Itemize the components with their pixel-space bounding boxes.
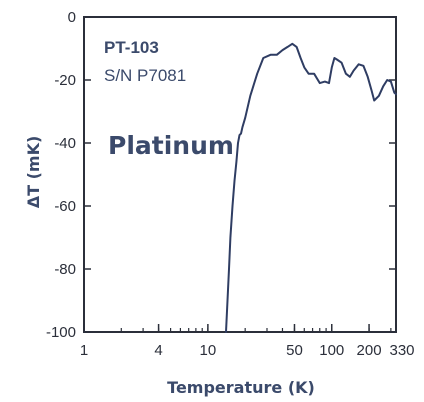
y-tick-label-1: -20 — [54, 72, 76, 89]
annotation-serial: S/N P7081 — [104, 66, 186, 85]
annotation-model: PT-103 — [104, 38, 159, 57]
plot-frame-layer — [83, 16, 397, 333]
x-tick-label-1: 4 — [154, 342, 162, 359]
x-tick-label-4: 100 — [319, 342, 344, 359]
annotation-material: Platinum — [108, 131, 234, 160]
x-tick-label-5: 200 — [357, 342, 382, 359]
x-tick-label-3: 50 — [286, 342, 303, 359]
y-tick-label-5: -100 — [46, 324, 76, 341]
series-layer — [225, 42, 397, 333]
series-line-0 — [225, 42, 397, 333]
y-tick-label-0: 0 — [68, 9, 76, 26]
y-axis-title: ΔT (mK) — [24, 136, 43, 209]
x-tick-label-6: 330 — [389, 342, 414, 359]
x-axis-title: Temperature (K) — [167, 378, 315, 397]
y-tick-label-4: -80 — [54, 261, 76, 278]
x-tick-label-0: 1 — [80, 342, 88, 359]
y-tick-label-3: -60 — [54, 198, 76, 215]
y-tick-label-2: -40 — [54, 135, 76, 152]
x-tick-label-2: 10 — [200, 342, 217, 359]
plot-frame — [83, 16, 397, 333]
